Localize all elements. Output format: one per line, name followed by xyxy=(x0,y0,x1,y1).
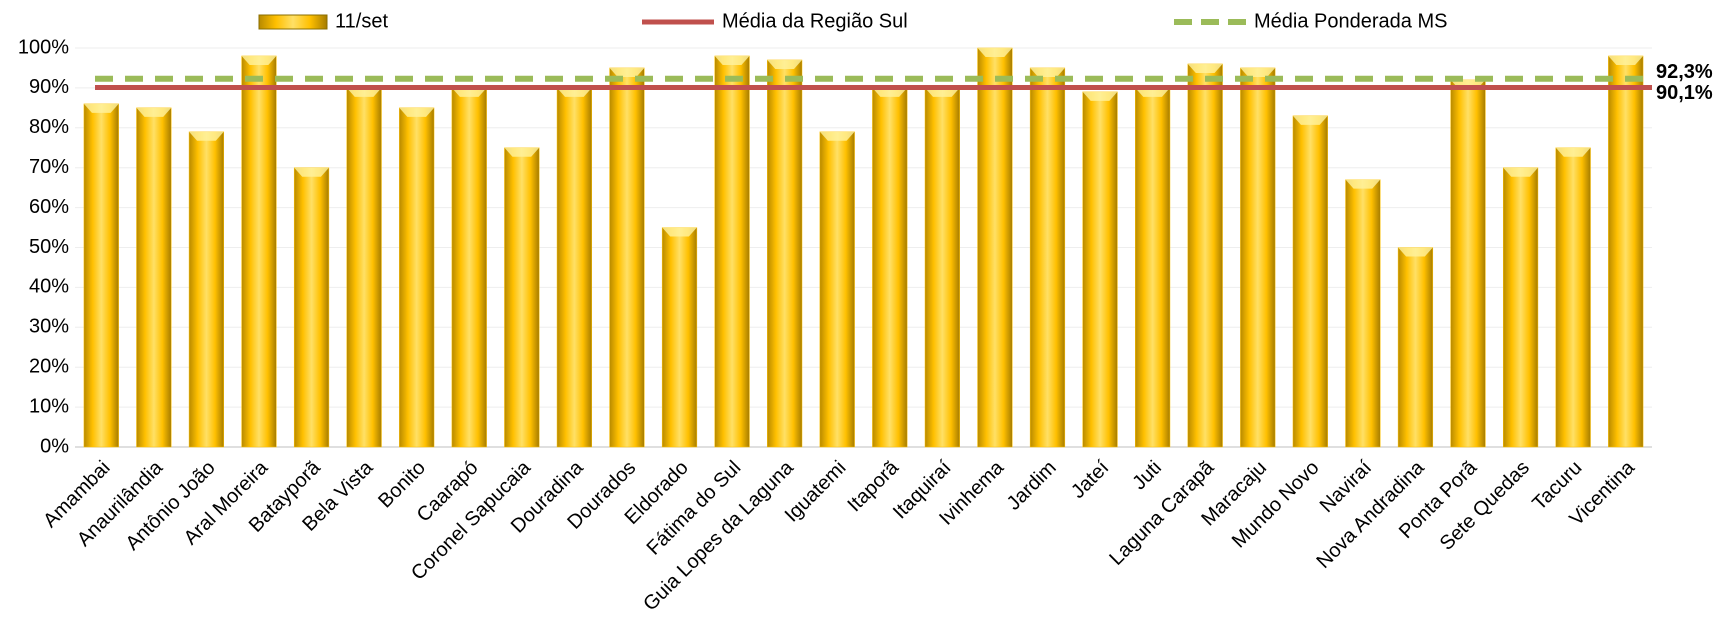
bar-bevel xyxy=(767,59,802,69)
bar xyxy=(767,59,803,448)
bar xyxy=(1187,63,1223,448)
bar-bevel xyxy=(189,131,224,141)
legend-label: 11/set xyxy=(335,10,388,32)
bar-bevel xyxy=(399,107,435,117)
bar xyxy=(1502,167,1539,448)
bar-bevel xyxy=(504,147,540,157)
reference-label: 90,1% xyxy=(1656,82,1713,104)
y-tick-label: 60% xyxy=(29,196,69,218)
bar xyxy=(1397,247,1434,448)
bar xyxy=(609,67,645,448)
bar-bevel xyxy=(83,103,119,113)
bar-bevel xyxy=(557,87,592,97)
bar xyxy=(1240,67,1276,448)
bar-bevel xyxy=(1292,115,1328,125)
reference-label: 92,3% xyxy=(1656,61,1713,83)
bar xyxy=(136,107,172,448)
y-tick-label: 20% xyxy=(29,355,69,377)
bar-bevel xyxy=(662,227,697,237)
bar-bevel xyxy=(1503,167,1538,177)
bar xyxy=(661,227,698,448)
legend-label: Média Ponderada MS xyxy=(1254,10,1447,32)
y-tick-label: 30% xyxy=(29,316,69,338)
bar-bevel xyxy=(451,87,487,97)
bar-bevel xyxy=(1030,67,1065,77)
y-tick-label: 80% xyxy=(29,116,69,138)
bar-bevel xyxy=(925,87,960,97)
bar xyxy=(1345,179,1381,448)
bar-bevel xyxy=(819,131,855,141)
bar-bevel xyxy=(1345,179,1381,189)
y-tick-label: 40% xyxy=(29,276,69,298)
bar-bevel xyxy=(1240,67,1276,77)
bar-bevel xyxy=(136,107,172,117)
y-tick-label: 100% xyxy=(18,36,69,58)
bar-bevel xyxy=(346,87,382,97)
bar xyxy=(714,55,750,448)
y-tick-label: 0% xyxy=(40,435,69,457)
bar-bevel xyxy=(1555,147,1591,157)
y-tick-label: 10% xyxy=(29,395,69,417)
bar xyxy=(1135,87,1171,448)
bar-bevel xyxy=(872,87,908,97)
bar xyxy=(872,87,908,448)
bar xyxy=(504,147,540,448)
y-tick-label: 70% xyxy=(29,156,69,178)
bar xyxy=(346,87,382,448)
bar xyxy=(977,47,1013,448)
bar xyxy=(399,107,435,448)
bar xyxy=(1608,55,1644,448)
bar-bevel xyxy=(1187,63,1223,73)
bar-bevel xyxy=(714,55,750,65)
bar xyxy=(1555,147,1591,448)
y-tick-label: 50% xyxy=(29,236,69,258)
bar xyxy=(293,167,330,448)
bar xyxy=(188,131,225,448)
bar xyxy=(451,87,487,448)
bar xyxy=(1029,67,1066,448)
bar xyxy=(1082,91,1118,448)
x-tick-label: Juti xyxy=(1128,457,1166,495)
bar-bevel xyxy=(1135,87,1170,97)
bar-bevel xyxy=(1398,247,1433,257)
bar xyxy=(1292,115,1328,448)
legend-swatch xyxy=(258,14,328,30)
bar-bevel xyxy=(977,48,1013,57)
bar xyxy=(556,87,592,448)
legend-label: Média da Região Sul xyxy=(722,10,908,32)
bar-bevel xyxy=(241,55,277,65)
bar xyxy=(83,103,119,448)
y-tick-label: 90% xyxy=(29,76,69,98)
bar xyxy=(819,131,855,448)
bar xyxy=(241,55,277,448)
bar-bevel xyxy=(1082,91,1118,101)
bar-bevel xyxy=(1608,55,1644,65)
bar xyxy=(1450,79,1486,448)
bar-bevel xyxy=(609,67,645,77)
x-tick-label: Jardim xyxy=(1003,457,1061,515)
x-tick-label: Jateí xyxy=(1067,456,1114,503)
bar-bevel xyxy=(294,167,329,177)
bar xyxy=(924,87,960,448)
